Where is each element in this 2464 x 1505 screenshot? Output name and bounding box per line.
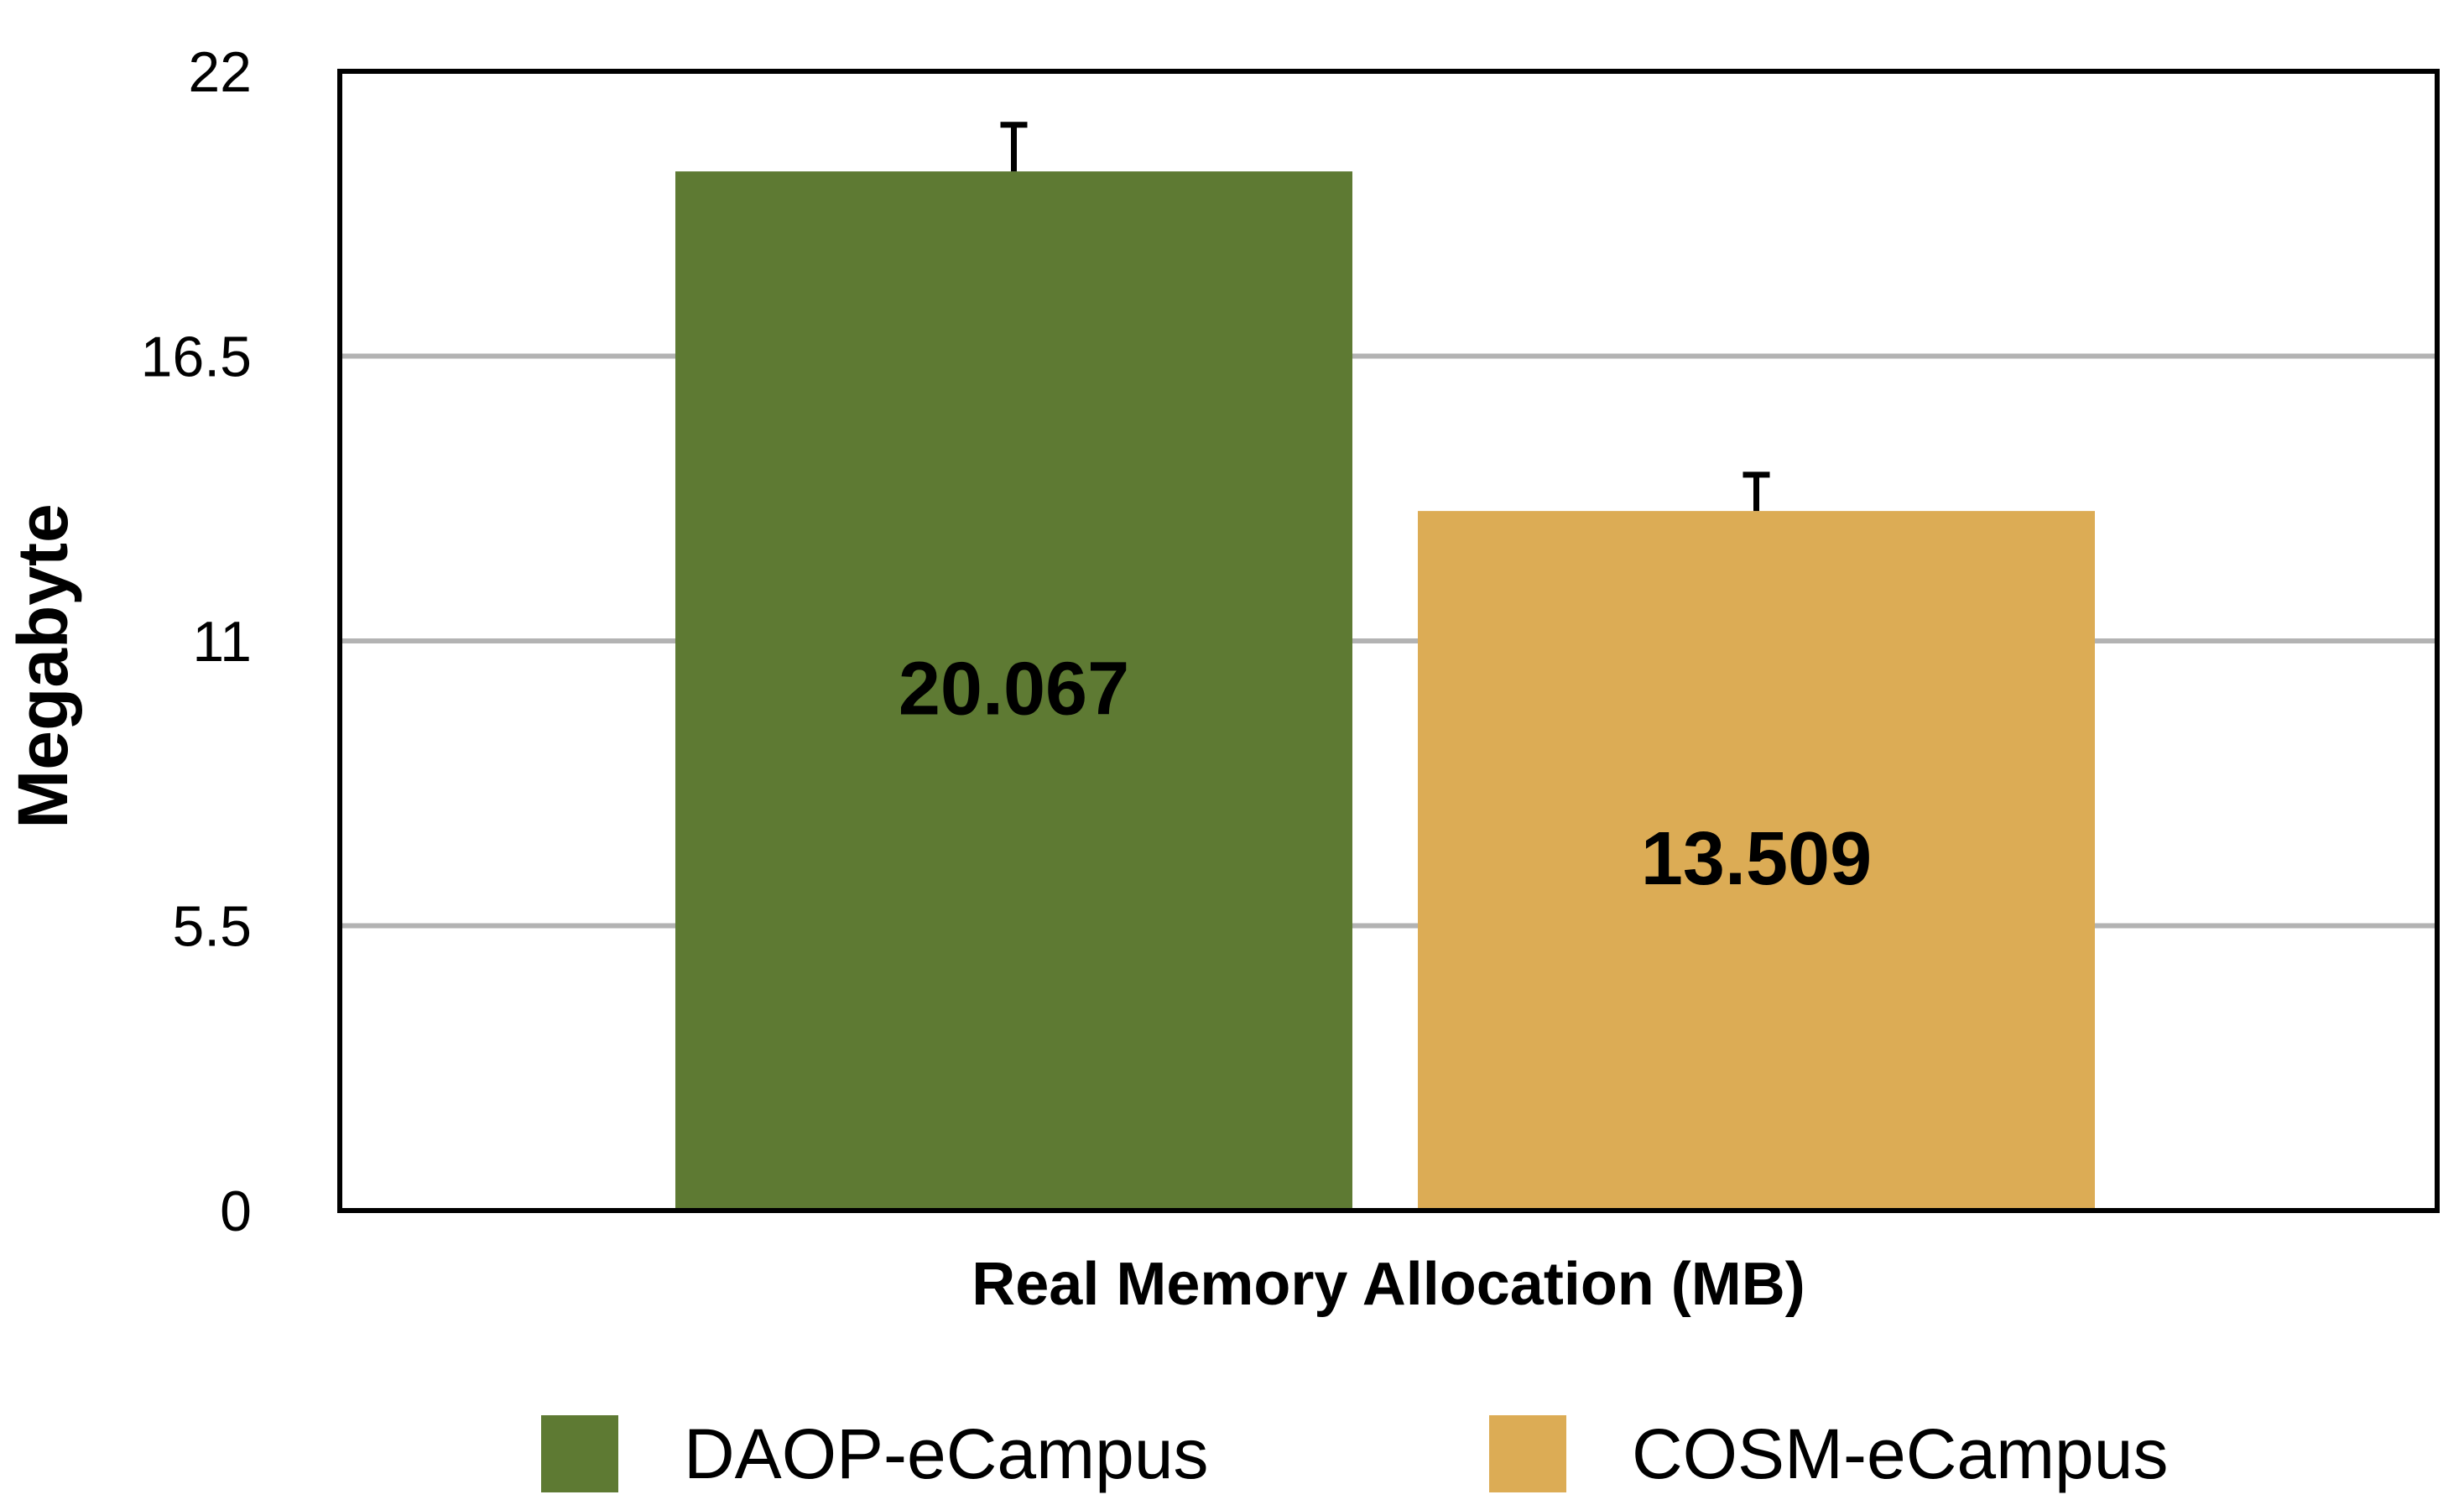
error-bar — [1000, 122, 1028, 172]
data-label: 20.067 — [899, 648, 1129, 732]
y-axis-title: Megabyte — [3, 503, 82, 828]
y-tick-label: 16.5 — [141, 325, 252, 389]
bar-cosm-ecampus — [1418, 511, 2095, 1208]
y-tick-label: 11 — [192, 610, 252, 674]
data-label: 13.509 — [1641, 817, 1872, 901]
legend-swatch — [1489, 1415, 1566, 1492]
y-tick-label: 22 — [188, 40, 252, 104]
legend-item: COSM-eCampus — [1489, 1414, 2168, 1493]
legend-item: DAOP-eCampus — [541, 1414, 1209, 1493]
y-tick-label: 5.5 — [172, 895, 252, 959]
legend-label: DAOP-eCampus — [684, 1414, 1209, 1493]
legend: DAOP-eCampus COSM-eCampus — [541, 1414, 2168, 1493]
bars — [675, 171, 2095, 1208]
y-axis-ticks: 0 5.5 11 16.5 22 — [141, 40, 252, 1243]
gridlines — [340, 353, 2437, 929]
y-tick-label: 0 — [220, 1180, 252, 1243]
error-bar — [1743, 471, 1770, 512]
bar-daop-ecampus — [675, 171, 1352, 1208]
plot-frame — [337, 69, 2440, 1213]
error-bars — [1000, 122, 1770, 512]
legend-swatch — [541, 1415, 618, 1492]
legend-label: COSM-eCampus — [1632, 1414, 2168, 1493]
data-labels: 20.067 13.509 — [899, 648, 1872, 901]
x-axis-title: Real Memory Allocation (MB) — [972, 1251, 1805, 1318]
